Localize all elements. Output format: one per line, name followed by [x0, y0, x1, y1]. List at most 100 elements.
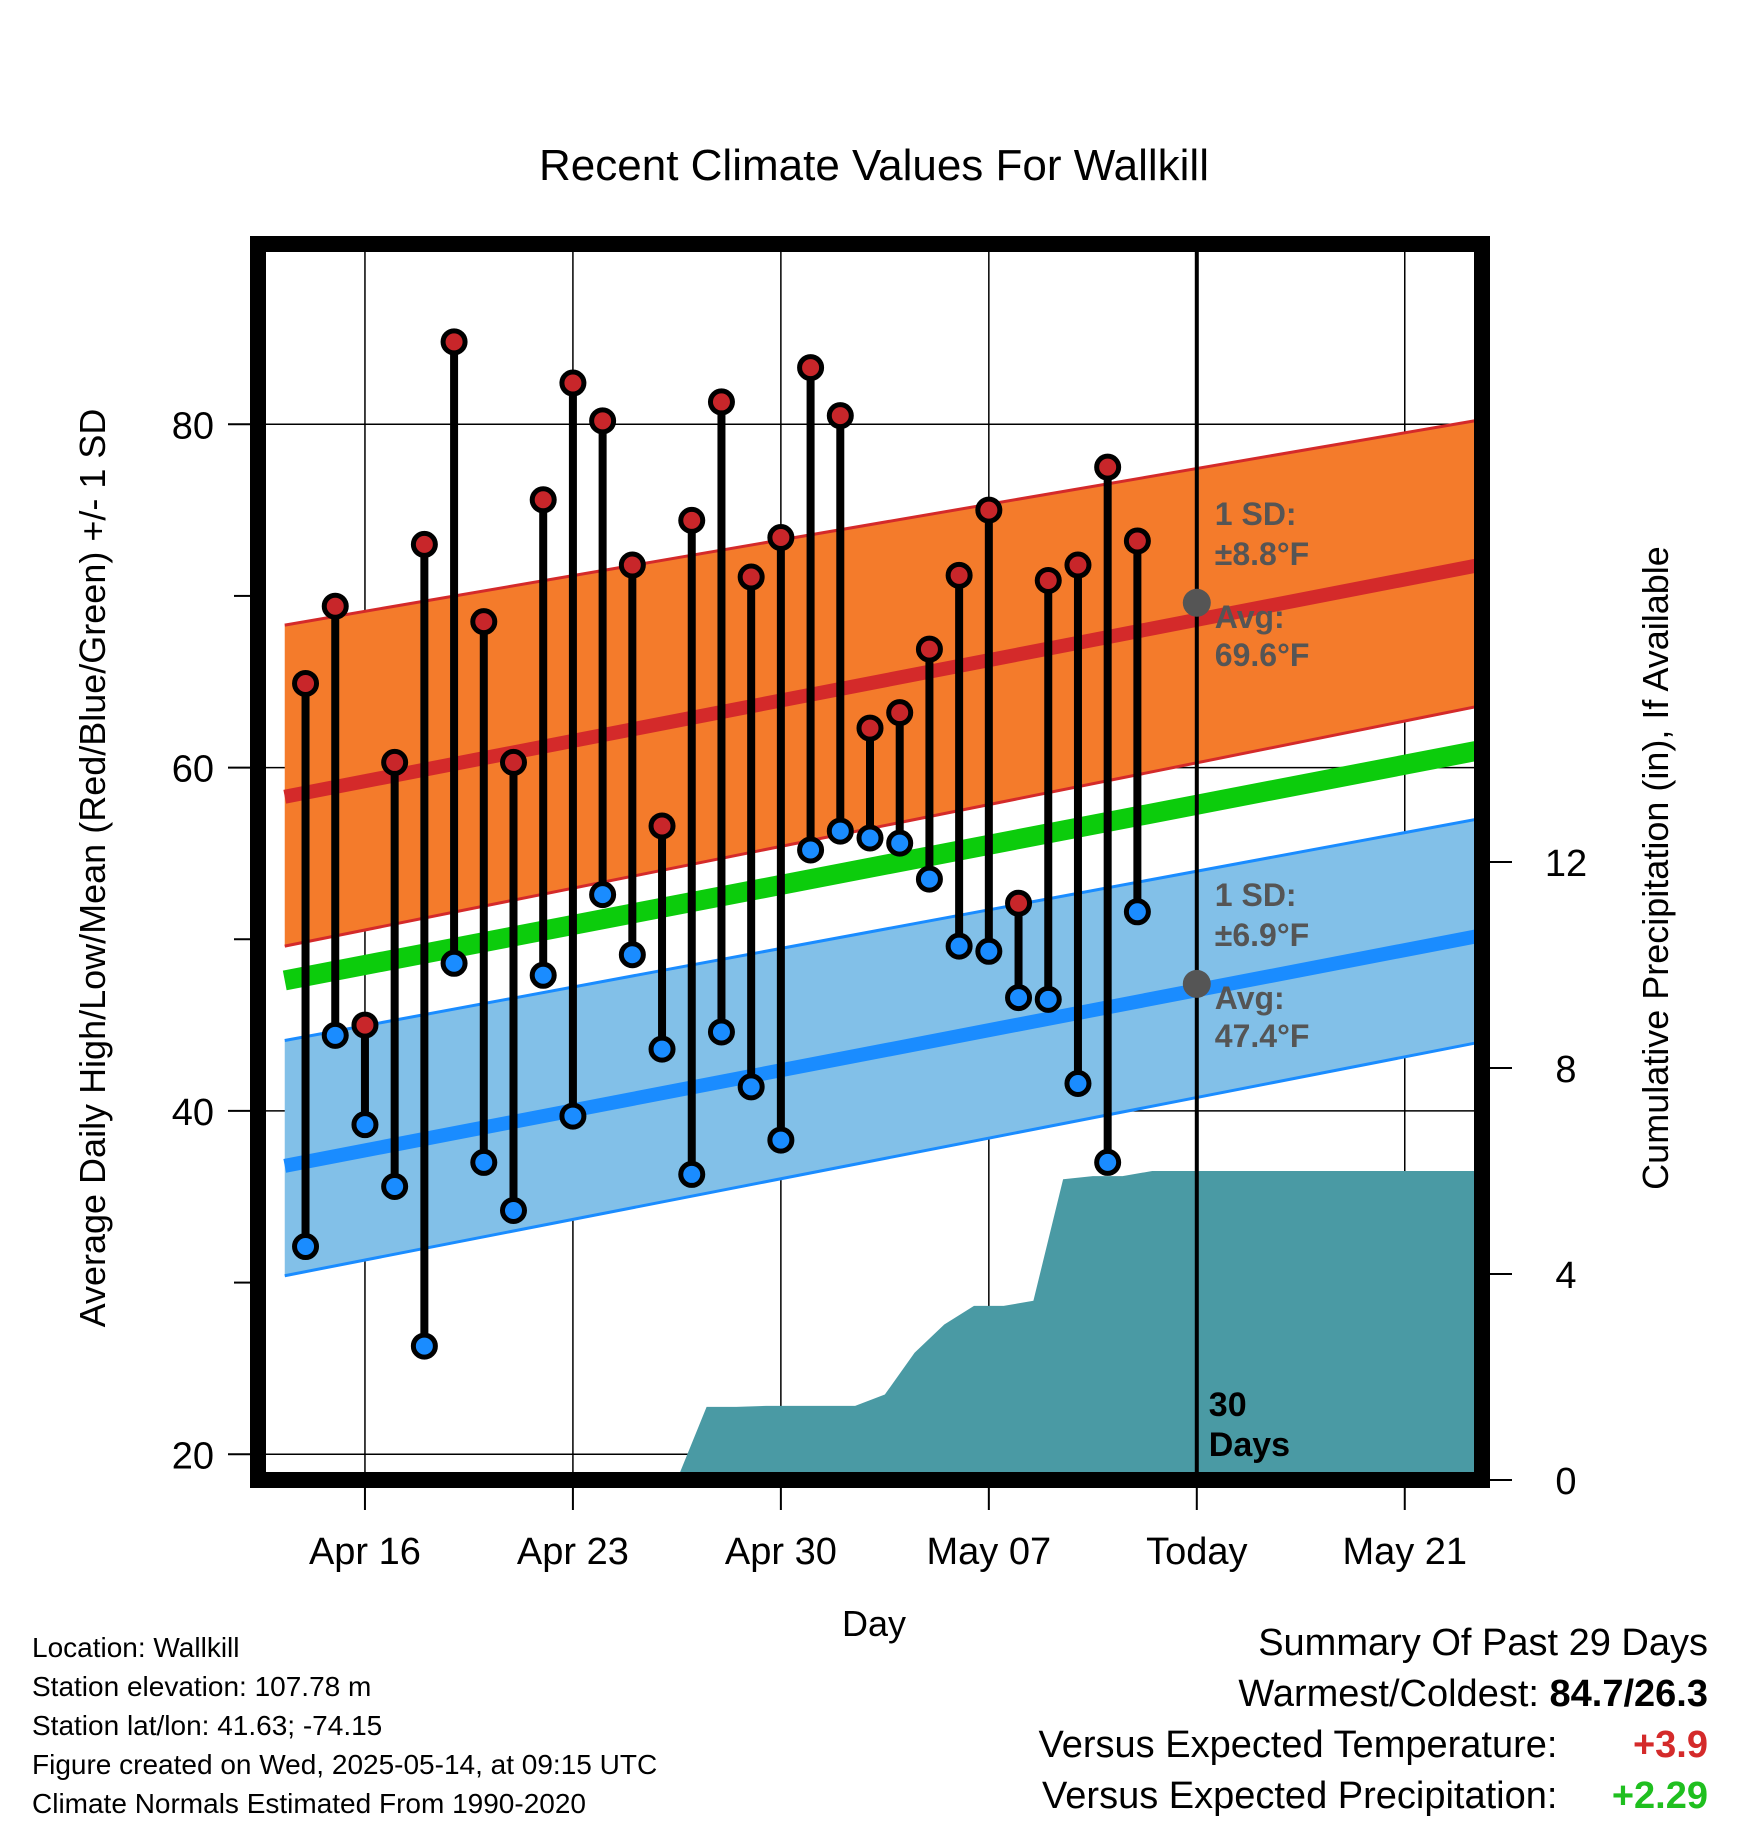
daily-high-point	[351, 1011, 379, 1039]
high-sd-value: ±8.8°F	[1215, 536, 1309, 572]
low-avg-label: Avg:	[1215, 980, 1285, 1016]
daily-high-point	[767, 524, 795, 552]
low-sd-label: 1 SD:	[1215, 877, 1297, 913]
period-label-number: 30	[1209, 1386, 1247, 1424]
period-label-unit: Days	[1209, 1426, 1290, 1464]
daily-high-point	[499, 748, 527, 776]
warm-cold-label: Warmest/Coldest:	[1238, 1673, 1539, 1715]
axes: 20 40 60 80 0 4 8 12 Apr 16 Apr 23 Apr 30 May 07 Tod…	[172, 236, 1587, 1573]
precip-area	[644, 1171, 1482, 1480]
high-sd-label: 1 SD:	[1215, 496, 1297, 532]
daily-high-point	[529, 486, 557, 514]
latlon-text: Station lat/lon: 41.63; -74.15	[32, 1710, 383, 1741]
daily-low-point	[856, 824, 884, 852]
x-tick-label: Apr 23	[517, 1531, 629, 1573]
high-avg-value: 69.6°F	[1215, 637, 1310, 673]
y2-tick-label: 12	[1545, 843, 1587, 885]
x-tick-label: May 21	[1342, 1531, 1467, 1573]
daily-low-point	[1064, 1069, 1092, 1097]
daily-low-point	[945, 932, 973, 960]
daily-high-point	[440, 328, 468, 356]
daily-high-point	[648, 812, 676, 840]
daily-low-point	[915, 865, 943, 893]
daily-low-point	[1005, 984, 1033, 1012]
daily-high-point	[856, 714, 884, 742]
daily-low-point	[292, 1233, 320, 1261]
daily-high-point	[470, 608, 498, 636]
daily-high-point	[707, 388, 735, 416]
daily-low-point	[470, 1148, 498, 1176]
daily-low-point	[678, 1160, 706, 1188]
daily-low-point	[381, 1172, 409, 1200]
x-axis-label: Day	[842, 1603, 906, 1644]
daily-low-point	[1094, 1148, 1122, 1176]
daily-high-point	[381, 748, 409, 776]
daily-high-point	[618, 551, 646, 579]
daily-high-point	[1094, 453, 1122, 481]
daily-high-point	[559, 369, 587, 397]
daily-low-point	[440, 949, 468, 977]
daily-low-point	[618, 941, 646, 969]
daily-low-point	[1123, 898, 1151, 926]
x-tick-label: Today	[1146, 1531, 1247, 1573]
high-avg-marker	[1182, 588, 1211, 617]
x-tick-label: Apr 16	[309, 1531, 421, 1573]
y-tick-label: 60	[172, 749, 214, 791]
daily-low-point	[1034, 985, 1062, 1013]
daily-low-point	[589, 881, 617, 909]
temp-label: Versus Expected Temperature:	[1038, 1724, 1558, 1766]
station-info: Location: Wallkill Station elevation: 10…	[32, 1628, 657, 1823]
daily-high-point	[678, 506, 706, 534]
low-sd-value: ±6.9°F	[1215, 917, 1309, 953]
daily-low-point	[559, 1102, 587, 1130]
low-avg-value: 47.4°F	[1215, 1018, 1310, 1054]
daily-high-point	[886, 699, 914, 727]
precip-label: Versus Expected Precipitation:	[1042, 1775, 1558, 1817]
y2-tick-label: 4	[1555, 1255, 1576, 1297]
summary-title: Summary Of Past 29 Days	[1258, 1622, 1708, 1664]
daily-high-point	[945, 561, 973, 589]
daily-high-point	[1064, 551, 1092, 579]
temp-row: Versus Expected Temperature: +3.9	[1039, 1720, 1708, 1771]
daily-high-point	[915, 635, 943, 663]
daily-high-point	[321, 592, 349, 620]
y2-tick-label: 0	[1555, 1461, 1576, 1503]
daily-low-point	[767, 1126, 795, 1154]
daily-low-point	[648, 1035, 676, 1063]
warm-cold-row: Warmest/Coldest: 84.7/26.3	[1039, 1669, 1708, 1720]
low-sd-band-lower-edge	[284, 1040, 1482, 1278]
normal-low-line	[283, 928, 1482, 1173]
daily-low-point	[321, 1021, 349, 1049]
daily-high-point	[589, 407, 617, 435]
y-tick-label: 20	[172, 1435, 214, 1477]
daily-high-point	[797, 354, 825, 382]
high-sd-band-upper-edge	[284, 418, 1482, 627]
daily-high-point	[292, 669, 320, 697]
daily-high-point	[826, 402, 854, 430]
elevation-text: Station elevation: 107.78 m	[32, 1671, 372, 1702]
daily-low-point	[797, 836, 825, 864]
daily-low-point	[707, 1018, 735, 1046]
daily-high-point	[737, 563, 765, 591]
precip-row: Versus Expected Precipitation: +2.29	[1039, 1771, 1708, 1822]
normal-mean-line	[282, 739, 1482, 991]
daily-high-point	[1005, 889, 1033, 917]
x-tick-label: May 07	[927, 1531, 1052, 1573]
daily-low-point	[499, 1196, 527, 1224]
y2-axis-label: Cumulative Precipitation (in), If Availa…	[1635, 546, 1676, 1190]
daily-high-point	[410, 530, 438, 558]
daily-low-point	[975, 937, 1003, 965]
y-axis-label: Average Daily High/Low/Mean (Red/Blue/Gr…	[72, 409, 113, 1328]
daily-high-point	[1123, 527, 1151, 555]
daily-low-point	[737, 1073, 765, 1101]
high-avg-label: Avg:	[1215, 599, 1285, 635]
daily-low-point	[410, 1332, 438, 1360]
x-tick-label: Apr 30	[725, 1531, 837, 1573]
temp-value: +3.9	[1632, 1724, 1708, 1766]
daily-low-point	[826, 817, 854, 845]
daily-high-point	[1034, 566, 1062, 594]
plot-frame	[250, 236, 1490, 1488]
